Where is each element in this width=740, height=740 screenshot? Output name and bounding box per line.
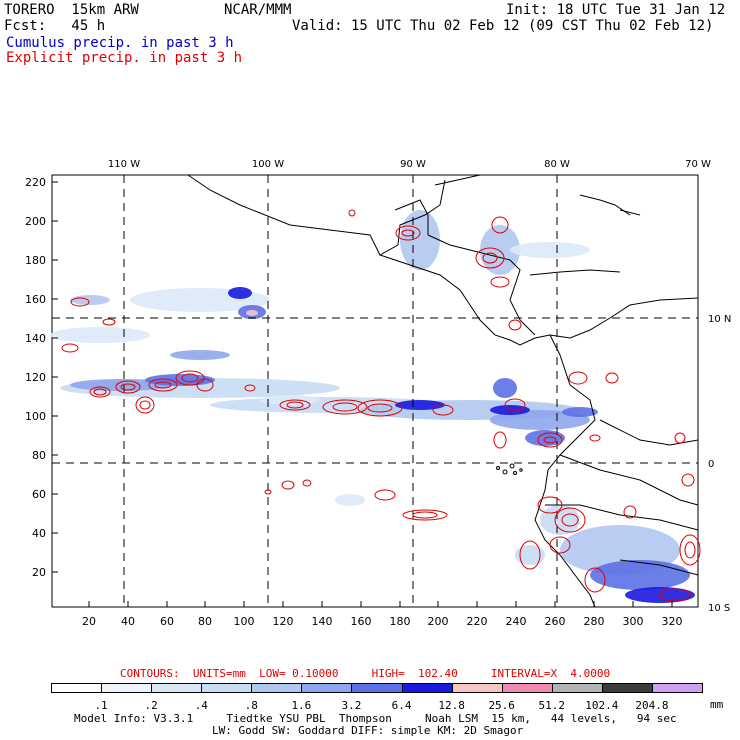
y-tick-label: 220: [25, 176, 46, 189]
x-tick-label: 200: [428, 615, 449, 628]
valid-time: Valid: 15 UTC Thu 02 Feb 12 (09 CST Thu …: [292, 18, 714, 34]
colorbar-swatch: [501, 683, 553, 693]
colorbar-swatch: [251, 683, 303, 693]
contours-info: CONTOURS: UNITS=mm LOW= 0.10000 HIGH= 10…: [120, 667, 611, 680]
x-tick-label: 220: [467, 615, 488, 628]
model-name: TORERO 15km ARW: [4, 2, 139, 18]
x-tick-label: 80: [198, 615, 212, 628]
colorbar-value: 12.8: [438, 699, 465, 712]
y-tick-labels: 20 40 60 80 100 120 140 160 180 200 220: [25, 176, 46, 579]
x-tick-label: 40: [121, 615, 135, 628]
lon-label: 100 W: [252, 159, 284, 170]
y-tick-label: 160: [25, 293, 46, 306]
latitude-labels: 10 N 0 10 S: [708, 314, 731, 614]
y-tick-label: 60: [32, 488, 46, 501]
longitude-labels: 110 W 100 W 90 W 80 W 70 W: [108, 159, 711, 170]
lon-label: 80 W: [544, 159, 570, 170]
colorbar-value: .8: [244, 699, 258, 712]
legend-explicit: Explicit precip. in past 3 h: [6, 50, 243, 66]
colorbar-swatch: [151, 683, 203, 693]
colorbar-swatch: [101, 683, 153, 693]
model-info-line-1: Model Info: V3.3.1 Tiedtke YSU PBL Thomp…: [74, 712, 677, 725]
precip-map: 20 40 60 80 100 120 140 160 180 200 220 …: [25, 159, 731, 628]
x-tick-label: 320: [662, 615, 683, 628]
x-tick-label: 240: [506, 615, 527, 628]
x-tick-label: 140: [312, 615, 333, 628]
colorbar-swatch: [201, 683, 253, 693]
colorbar-swatch: [601, 683, 653, 693]
init-time: Init: 18 UTC Tue 31 Jan 12: [506, 2, 726, 18]
x-tick-label: 300: [623, 615, 644, 628]
colorbar-swatch: [301, 683, 353, 693]
org-name: NCAR/MMM: [224, 2, 292, 18]
lon-label: 70 W: [685, 159, 711, 170]
lat-label: 0: [708, 459, 714, 470]
colorbar-value: 204.8: [635, 699, 669, 712]
y-tick-label: 120: [25, 371, 46, 384]
x-tick-label: 120: [273, 615, 294, 628]
x-tick-label: 260: [545, 615, 566, 628]
graticule: [52, 175, 698, 607]
x-tick-labels: 20 40 60 80 100 120 140 160 180 200 220 …: [82, 615, 683, 628]
forecast-hour: Fcst: 45 h: [4, 18, 106, 34]
colorbar-swatch: [551, 683, 603, 693]
colorbar-value: .2: [144, 699, 158, 712]
lon-label: 110 W: [108, 159, 140, 170]
x-tick-label: 280: [584, 615, 605, 628]
colorbar-value: 3.2: [341, 699, 362, 712]
colorbar-value: .1: [94, 699, 108, 712]
y-tick-label: 20: [32, 566, 46, 579]
y-tick-label: 180: [25, 254, 46, 267]
legend-cumulus: Cumulus precip. in past 3 h: [6, 35, 234, 51]
colorbar-swatch: [51, 683, 103, 693]
colorbar-swatch: [351, 683, 403, 693]
colorbar-value: 6.4: [391, 699, 412, 712]
x-tick-label: 160: [351, 615, 372, 628]
colorbar-value: .4: [194, 699, 208, 712]
coastlines: [187, 174, 699, 608]
explicit-precip-contours: [61, 209, 701, 602]
x-tick-label: 20: [82, 615, 96, 628]
lon-label: 90 W: [400, 159, 426, 170]
lat-label: 10 S: [708, 603, 730, 614]
colorbar-value: 51.2: [538, 699, 566, 712]
y-tick-label: 200: [25, 215, 46, 228]
x-tick-label: 60: [160, 615, 174, 628]
colorbar-unit: mm: [710, 698, 724, 711]
colorbar-value: 25.6: [488, 699, 515, 712]
colorbar-swatch: [651, 683, 703, 693]
lat-label: 10 N: [708, 314, 731, 325]
colorbar-swatch: [451, 683, 503, 693]
colorbar-swatch: [401, 683, 453, 693]
y-tick-label: 140: [25, 332, 46, 345]
x-tick-label: 100: [234, 615, 255, 628]
y-tick-label: 100: [25, 410, 46, 423]
x-tick-label: 180: [390, 615, 411, 628]
model-info-line-2: LW: Godd SW: Goddard DIFF: simple KM: 2D…: [212, 724, 524, 737]
y-tick-label: 80: [32, 449, 46, 462]
colorbar-value: 102.4: [585, 699, 619, 712]
axis-ticks: [52, 181, 673, 607]
y-tick-label: 40: [32, 527, 46, 540]
colorbar-value: 1.6: [291, 699, 312, 712]
